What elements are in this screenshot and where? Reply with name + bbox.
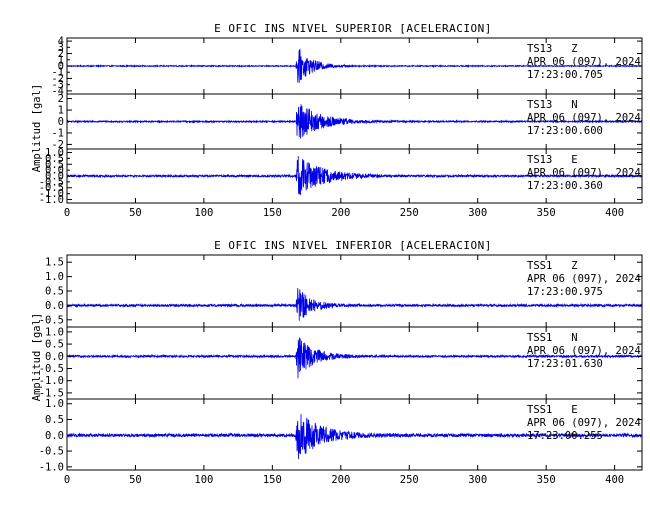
- y-tick-label: 0.0: [45, 300, 64, 312]
- record-date: APR 06 (097), 2024: [527, 273, 641, 285]
- y-minor-tick-label: -0.5: [39, 176, 64, 188]
- x-tick-label: 100: [194, 207, 213, 219]
- y-tick-label: 0.0: [45, 171, 64, 183]
- y-tick-label: -1.5: [39, 387, 64, 399]
- y-tick-label: 1.0: [45, 326, 64, 338]
- y-tick-label: 1.0: [45, 398, 64, 410]
- y-tick-label: 0.5: [45, 159, 64, 171]
- y-tick-label: -1.0: [39, 375, 64, 387]
- waveform-trace: [66, 48, 643, 83]
- y-minor-tick-label: -1.0: [39, 188, 64, 200]
- y-tick-label: -0.5: [39, 314, 64, 326]
- record-date: APR 06 (097), 2024: [527, 56, 641, 68]
- x-tick-label: 50: [129, 474, 142, 486]
- record-date: APR 06 (097), 2024: [527, 167, 641, 179]
- y-tick-label: -0.5: [39, 363, 64, 375]
- record-time: 17:23:00.975: [527, 286, 603, 298]
- record-date: APR 06 (097), 2024: [527, 112, 641, 124]
- x-tick-label: 100: [194, 474, 213, 486]
- y-tick-label: -4: [51, 85, 64, 97]
- y-tick-label: 0.5: [45, 414, 64, 426]
- x-tick-label: 0: [64, 474, 70, 486]
- channel-label: TSS1 Z: [527, 260, 578, 272]
- y-tick-label: 2: [58, 48, 64, 60]
- waveform-trace: [66, 156, 643, 196]
- y-tick-label: 0.5: [45, 286, 64, 298]
- x-tick-label: 250: [400, 207, 419, 219]
- y-tick-label: 2: [58, 93, 64, 105]
- y-tick-label: 0: [58, 61, 64, 73]
- x-tick-label: 400: [605, 474, 624, 486]
- channel-label: TSS1 E: [527, 404, 578, 416]
- channel-label: TS13 N: [527, 99, 578, 111]
- y-tick-label: -1.0: [39, 194, 64, 206]
- y-minor-tick-label: 3: [58, 42, 64, 54]
- y-axis-label-inferior: Amplitud [gal]: [31, 313, 43, 402]
- x-tick-label: 400: [605, 207, 624, 219]
- x-tick-label: 200: [331, 207, 350, 219]
- y-tick-label: -1: [51, 127, 64, 139]
- x-tick-label: 350: [537, 207, 556, 219]
- y-tick-label: -1.0: [39, 461, 64, 473]
- y-minor-tick-label: 1: [58, 54, 64, 66]
- y-minor-tick-label: -1: [51, 67, 64, 79]
- x-tick-label: 50: [129, 207, 142, 219]
- x-tick-label: 200: [331, 474, 350, 486]
- record-time: 17:23:00.255: [527, 430, 603, 442]
- channel-label: TS13 Z: [527, 43, 578, 55]
- y-tick-label: 1.0: [45, 147, 64, 159]
- y-tick-label: 0.0: [45, 430, 64, 442]
- y-tick-label: 0: [58, 116, 64, 128]
- y-tick-label: -0.5: [39, 182, 64, 194]
- x-tick-label: 300: [468, 474, 487, 486]
- y-tick-label: -0.5: [39, 446, 64, 458]
- channel-label: TS13 E: [527, 154, 578, 166]
- y-tick-label: 0.0: [45, 351, 64, 363]
- record-time: 17:23:01.630: [527, 358, 603, 370]
- waveform-trace: [66, 104, 643, 139]
- x-tick-label: 350: [537, 474, 556, 486]
- y-minor-tick-label: 0.0: [45, 165, 64, 177]
- x-tick-label: 250: [400, 474, 419, 486]
- chart-title-inferior: E OFIC INS NIVEL INFERIOR [ACELERACION]: [214, 239, 492, 252]
- y-axis-label-superior: Amplitud [gal]: [31, 84, 43, 173]
- waveform-trace: [66, 288, 643, 321]
- record-time: 17:23:00.705: [527, 69, 603, 81]
- y-tick-label: -2: [51, 139, 64, 151]
- y-tick-label: 4: [58, 36, 64, 48]
- y-tick-label: -2: [51, 73, 64, 85]
- waveform-trace: [66, 337, 643, 379]
- y-tick-label: 0.5: [45, 339, 64, 351]
- y-minor-tick-label: 0.5: [45, 153, 64, 165]
- record-time: 17:23:00.600: [527, 125, 603, 137]
- record-date: APR 06 (097), 2024: [527, 345, 641, 357]
- y-tick-label: 1.0: [45, 271, 64, 283]
- record-time: 17:23:00.360: [527, 180, 603, 192]
- x-tick-label: 150: [263, 474, 282, 486]
- y-tick-label: 1.5: [45, 257, 64, 269]
- record-date: APR 06 (097), 2024: [527, 417, 641, 429]
- y-minor-tick-label: -3: [51, 79, 64, 91]
- x-tick-label: 150: [263, 207, 282, 219]
- waveform-trace: [66, 414, 643, 459]
- chart-title-superior: E OFIC INS NIVEL SUPERIOR [ACELERACION]: [214, 22, 492, 35]
- x-tick-label: 0: [64, 207, 70, 219]
- y-tick-label: 1: [58, 105, 64, 117]
- channel-label: TSS1 N: [527, 332, 578, 344]
- x-tick-label: 300: [468, 207, 487, 219]
